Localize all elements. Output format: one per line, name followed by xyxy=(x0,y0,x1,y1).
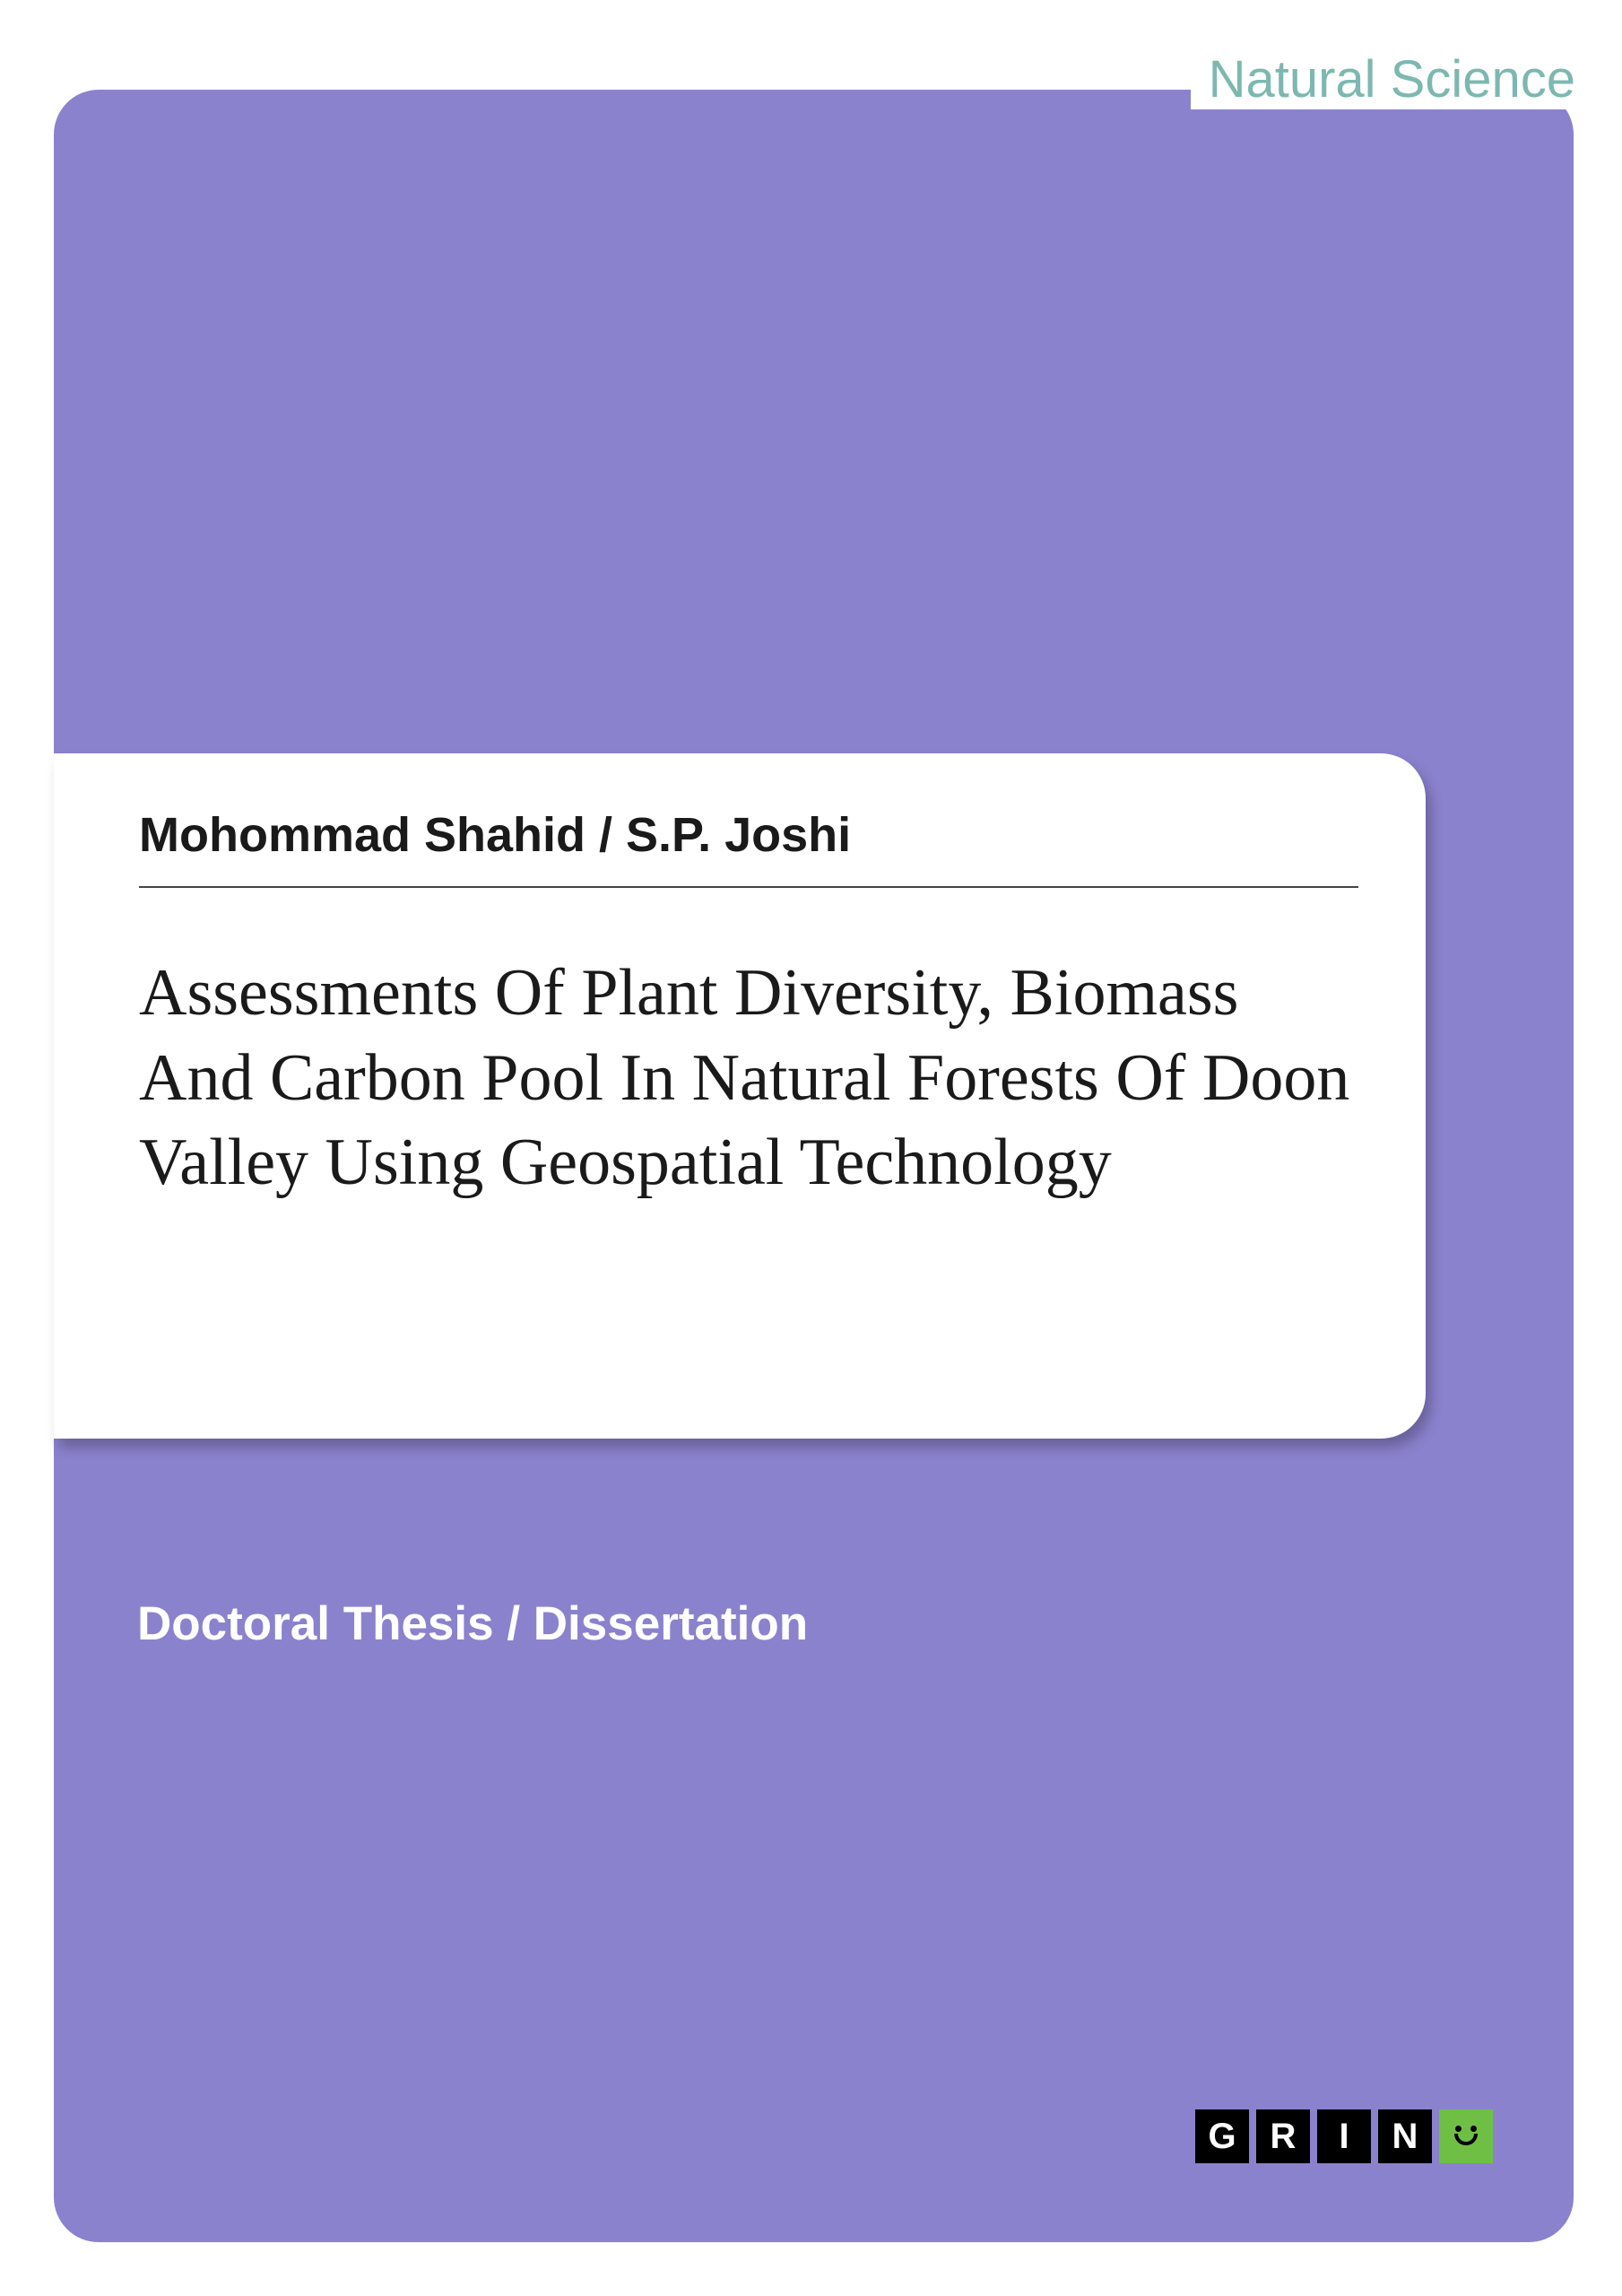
cover-card: Mohommad Shahid / S.P. Joshi Assessments… xyxy=(54,90,1574,2242)
logo-letter-r: R xyxy=(1256,2109,1310,2163)
category-label: Natural Science xyxy=(1191,49,1575,109)
page: Natural Science Mohommad Shahid / S.P. J… xyxy=(0,0,1622,2296)
document-title: Assessments Of Plant Diversity, Biomass … xyxy=(139,951,1358,1205)
logo-letter-g: G xyxy=(1195,2109,1249,2163)
title-panel: Mohommad Shahid / S.P. Joshi Assessments… xyxy=(54,753,1426,1439)
document-type: Doctoral Thesis / Dissertation xyxy=(137,1596,808,1651)
logo-letter-n: N xyxy=(1378,2109,1432,2163)
logo-letter-i: I xyxy=(1317,2109,1371,2163)
publisher-logo: G R I N xyxy=(1195,2109,1493,2163)
logo-smiley-icon xyxy=(1439,2109,1493,2163)
authors-line: Mohommad Shahid / S.P. Joshi xyxy=(139,807,1358,888)
